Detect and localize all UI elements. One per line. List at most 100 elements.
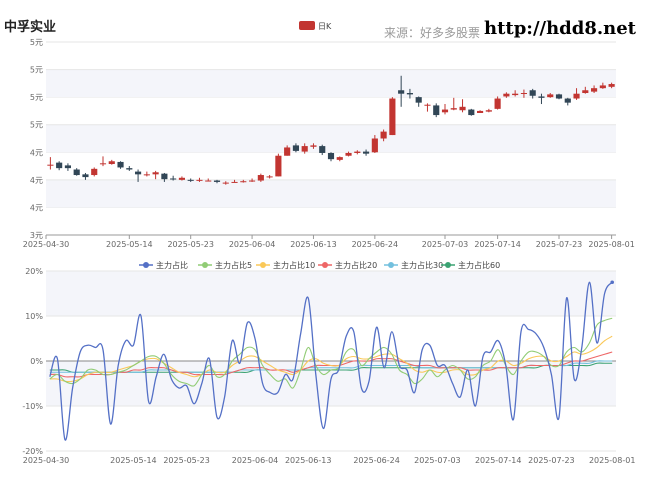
line-legend-label: 主力占比60 xyxy=(458,260,500,270)
line-legend-marker xyxy=(388,262,394,268)
series-line-2 xyxy=(49,317,613,389)
line-legend-marker xyxy=(322,262,328,268)
candle-body xyxy=(591,88,598,92)
line-y-tick-label: 0% xyxy=(30,357,43,366)
candle-body xyxy=(152,172,159,175)
line-x-tick-label: 2025-05-14 xyxy=(110,456,157,465)
candle-body xyxy=(143,174,150,176)
candle-body xyxy=(275,155,282,177)
site-url: http://hdd8.net xyxy=(484,18,636,39)
candle-body xyxy=(196,179,203,181)
stock-name: 中孚实业 xyxy=(4,20,57,35)
line-y-tick-label: 20% xyxy=(25,267,43,276)
kline-y-tick-label: 4元 xyxy=(30,148,43,157)
candle-body xyxy=(582,90,589,94)
kline-y-tick-label: 5元 xyxy=(30,38,43,47)
candle-body xyxy=(126,168,133,170)
candle-body xyxy=(503,93,510,97)
candle-body xyxy=(82,174,89,178)
kline-y-tick-label: 5元 xyxy=(30,121,43,130)
kline-x-tick-label: 2025-08-01 xyxy=(588,240,635,249)
candle-body xyxy=(608,84,615,87)
candle-body xyxy=(389,98,396,136)
source-label: 来源：好多多股票 xyxy=(384,26,481,40)
kline-x-tick-label: 2025-06-13 xyxy=(290,240,337,249)
line-legend-label: 主力占比30 xyxy=(401,260,443,270)
candle-body xyxy=(284,147,291,156)
kline-y-tick-label: 5元 xyxy=(30,93,43,102)
candle-body xyxy=(231,181,238,183)
line-legend-label: 主力占比20 xyxy=(335,260,377,270)
candle-body xyxy=(512,93,519,96)
candle-body xyxy=(468,109,475,116)
candle-body xyxy=(301,146,308,152)
kline-band xyxy=(46,179,616,208)
line-y-tick-label: -10% xyxy=(22,402,43,411)
candle-body xyxy=(485,110,492,112)
kline-band xyxy=(46,69,616,98)
candle-body xyxy=(135,171,142,175)
line-legend-marker xyxy=(202,262,208,268)
kline-x-tick-label: 2025-07-14 xyxy=(474,240,521,249)
candle-body xyxy=(599,85,606,89)
line-band xyxy=(46,271,616,316)
kline-y-tick-label: 4元 xyxy=(30,176,43,185)
line-x-tick-label: 2025-04-30 xyxy=(23,456,70,465)
line-x-tick-label: 2025-07-03 xyxy=(414,456,461,465)
line-legend-label: 主力占比5 xyxy=(215,260,252,270)
kline-legend-swatch xyxy=(299,21,315,30)
candle-body xyxy=(117,161,124,168)
candle-body xyxy=(354,151,361,153)
candle-body xyxy=(178,177,185,180)
kline-x-tick-label: 2025-05-23 xyxy=(167,240,214,249)
candle-body xyxy=(205,180,212,182)
candle-body xyxy=(459,106,466,111)
line-legend-label: 主力占比10 xyxy=(273,260,315,270)
candle-body xyxy=(555,94,563,99)
kline-band xyxy=(46,124,616,153)
line-x-tick-label: 2025-07-14 xyxy=(475,456,522,465)
line-y-tick-label: 10% xyxy=(25,312,43,321)
candle-body xyxy=(547,94,554,98)
line-legend-marker xyxy=(143,262,149,268)
kline-x-tick-label: 2025-07-03 xyxy=(422,240,469,249)
line-y-tick-label: -20% xyxy=(22,447,43,456)
candle-body xyxy=(91,168,98,176)
kline-x-tick-label: 2025-07-23 xyxy=(536,240,583,249)
candle-body xyxy=(47,164,54,166)
candle-body xyxy=(494,98,501,109)
series-end-point xyxy=(610,280,614,285)
candle-body xyxy=(266,176,273,178)
line-x-tick-label: 2025-08-01 xyxy=(589,456,636,465)
candle-body xyxy=(292,145,299,151)
candle-body xyxy=(424,104,431,106)
candle-body xyxy=(222,182,229,184)
kline-x-tick-label: 2025-05-14 xyxy=(106,240,153,249)
candle-body xyxy=(187,179,194,181)
candle-body xyxy=(327,152,335,160)
candle-body xyxy=(406,93,413,95)
candle-body xyxy=(170,178,177,180)
series-line-1 xyxy=(49,281,613,441)
candle-body xyxy=(573,93,580,99)
line-legend-marker xyxy=(445,262,451,268)
candle-body xyxy=(56,162,63,169)
line-legend-label: 主力占比 xyxy=(156,260,188,270)
line-x-tick-label: 2025-06-04 xyxy=(232,456,279,465)
kline-y-tick-label: 3元 xyxy=(30,231,43,240)
candle-body xyxy=(538,96,545,98)
candle-body xyxy=(363,151,370,154)
kline-x-tick-label: 2025-06-04 xyxy=(229,240,276,249)
line-x-tick-label: 2025-06-13 xyxy=(285,456,332,465)
candle-body xyxy=(108,161,115,165)
candle-body xyxy=(161,173,168,180)
candle-body xyxy=(240,181,247,183)
candle-body xyxy=(520,93,527,95)
kline-y-tick-label: 5元 xyxy=(30,66,43,75)
candle-body xyxy=(73,169,80,176)
candle-body xyxy=(99,163,107,165)
candle-body xyxy=(213,180,221,182)
candle-body xyxy=(319,146,326,153)
